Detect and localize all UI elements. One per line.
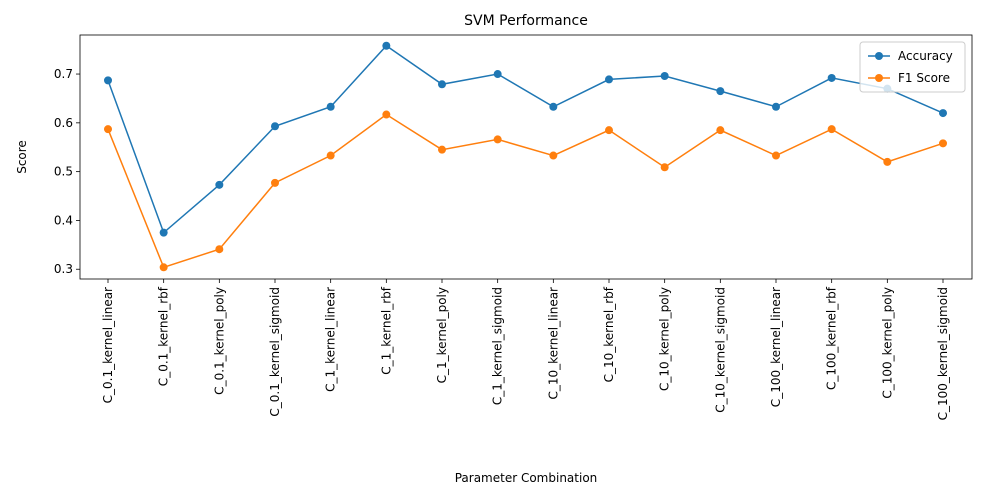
series-0-point bbox=[382, 41, 391, 50]
x-tick-label: C_1_kernel_poly bbox=[435, 287, 449, 383]
series-0-point bbox=[549, 102, 558, 111]
series-0-point bbox=[271, 122, 279, 131]
plot-marks bbox=[104, 41, 947, 272]
x-tick-label: C_0.1_kernel_poly bbox=[212, 287, 226, 395]
y-tick-label: 0.5 bbox=[54, 165, 73, 179]
series-1-point bbox=[159, 263, 168, 272]
series-1-point bbox=[772, 151, 780, 160]
series-1-point bbox=[438, 145, 446, 154]
x-axis-label: Parameter Combination bbox=[455, 471, 598, 485]
y-tick-label: 0.4 bbox=[54, 213, 73, 227]
legend-marker-0 bbox=[875, 52, 883, 60]
series-0-point bbox=[215, 180, 224, 189]
series-0-point bbox=[159, 228, 168, 237]
series-1-point bbox=[827, 125, 836, 134]
series-1-point bbox=[549, 151, 558, 160]
series-1-point bbox=[605, 126, 613, 135]
series-1-point bbox=[215, 245, 224, 254]
series-1-point bbox=[382, 110, 391, 119]
x-ticks: C_0.1_kernel_linear C_0.1_kernel_rbf C_0.1… bbox=[101, 279, 950, 420]
legend: Accuracy F1 Score bbox=[859, 41, 966, 93]
series-line-1 bbox=[107, 113, 944, 269]
chart-title: SVM Performance bbox=[464, 13, 588, 29]
series-1-point bbox=[660, 163, 669, 172]
legend-box bbox=[859, 41, 966, 93]
series-0-point bbox=[716, 87, 725, 96]
x-tick-label: C_100_kernel_rbf bbox=[825, 286, 839, 390]
x-tick-label: C_10_kernel_linear bbox=[546, 287, 560, 400]
x-tick-label: C_100_kernel_linear bbox=[769, 287, 783, 407]
plot-frame bbox=[79, 34, 973, 280]
series-1-point bbox=[326, 151, 335, 160]
legend-marker-1 bbox=[875, 74, 883, 82]
x-tick-label: C_1_kernel_linear bbox=[324, 287, 338, 392]
series-0-point bbox=[438, 80, 446, 89]
series-0-point bbox=[772, 102, 780, 111]
x-tick-label: C_0.1_kernel_sigmoid bbox=[268, 287, 282, 417]
series-0-point bbox=[827, 73, 836, 82]
series-1-point bbox=[716, 126, 725, 135]
series-1-point bbox=[271, 178, 279, 187]
x-tick-label: C_1_kernel_sigmoid bbox=[491, 287, 505, 405]
series-0-point bbox=[605, 75, 613, 84]
series-0-point bbox=[493, 70, 502, 79]
x-tick-label: C_10_kernel_poly bbox=[658, 287, 672, 391]
x-tick-label: C_1_kernel_rbf bbox=[379, 286, 393, 375]
series-1-point bbox=[883, 157, 892, 166]
legend-label-1: F1 Score bbox=[898, 71, 950, 85]
y-tick-label: 0.3 bbox=[54, 262, 73, 276]
y-tick-label: 0.6 bbox=[54, 116, 73, 130]
series-0-point bbox=[326, 102, 335, 111]
series-line-0 bbox=[107, 44, 944, 234]
series-1-point bbox=[493, 135, 502, 144]
x-tick-label: C_100_kernel_poly bbox=[880, 287, 894, 399]
series-1-point bbox=[104, 125, 112, 134]
y-ticks: 0.3 0.4 0.5 0.6 0.7 bbox=[54, 67, 80, 276]
x-tick-label: C_10_kernel_rbf bbox=[602, 286, 616, 382]
x-tick-label: C_100_kernel_sigmoid bbox=[936, 287, 950, 420]
series-0-point bbox=[104, 76, 112, 85]
x-tick-label: C_0.1_kernel_rbf bbox=[157, 286, 171, 386]
series-0-point bbox=[939, 109, 947, 118]
x-tick-label: C_10_kernel_sigmoid bbox=[713, 287, 727, 413]
series-1-point bbox=[939, 139, 947, 148]
series-0-point bbox=[660, 71, 669, 80]
legend-label-0: Accuracy bbox=[898, 49, 953, 63]
y-tick-label: 0.7 bbox=[54, 67, 73, 81]
y-axis-label: Score bbox=[15, 140, 29, 174]
x-tick-label: C_0.1_kernel_linear bbox=[101, 287, 115, 403]
